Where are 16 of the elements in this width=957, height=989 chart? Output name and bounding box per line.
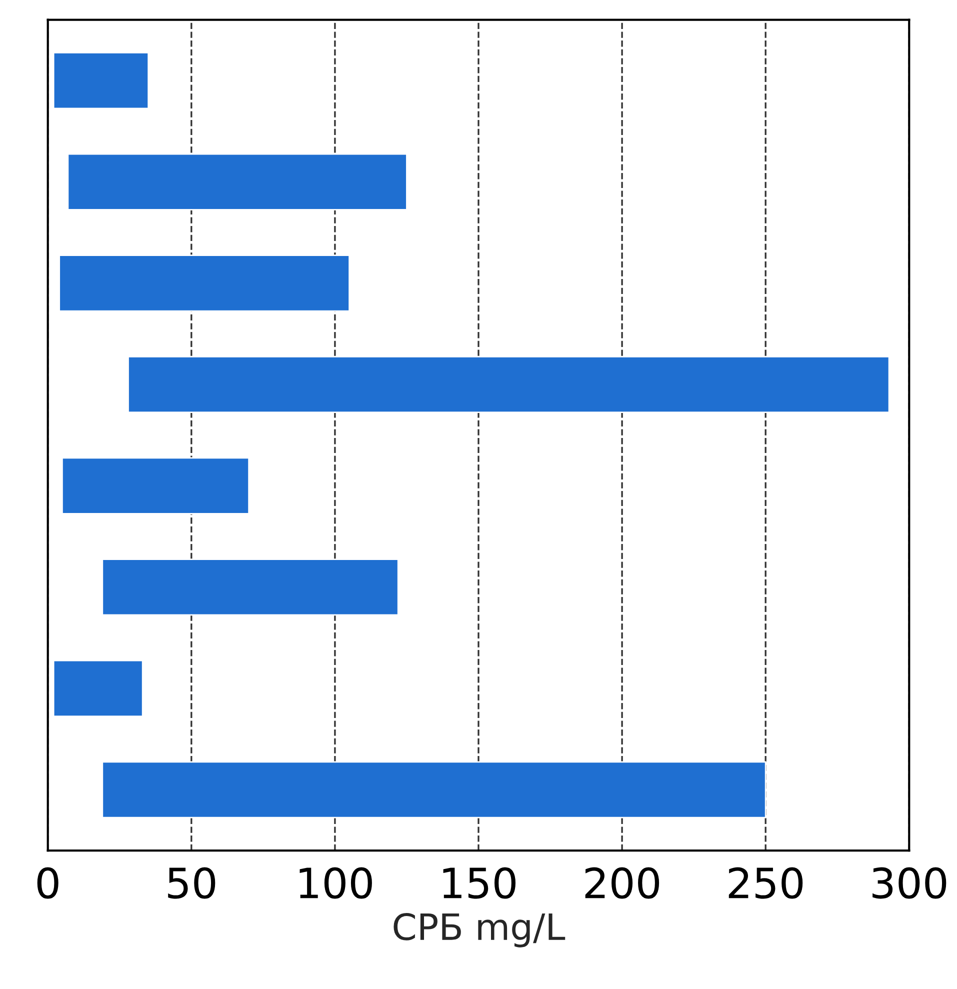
bar — [128, 356, 890, 414]
bar — [58, 254, 350, 312]
bar — [52, 660, 144, 717]
x-tick-label: 250 — [728, 867, 803, 899]
bar — [62, 457, 250, 514]
x-tick-label: 150 — [443, 867, 516, 899]
bar — [52, 52, 150, 110]
x-tick-label: 200 — [585, 867, 660, 899]
bar — [67, 153, 408, 210]
x-tick-label: 300 — [872, 867, 946, 899]
x-tick-label: 100 — [300, 867, 372, 899]
bar — [102, 558, 399, 616]
x-tick-label: 0 — [37, 867, 58, 899]
x-tick-label: 50 — [168, 867, 216, 899]
bar — [102, 761, 766, 818]
x-axis-title: СРБ mg/L — [394, 913, 566, 948]
